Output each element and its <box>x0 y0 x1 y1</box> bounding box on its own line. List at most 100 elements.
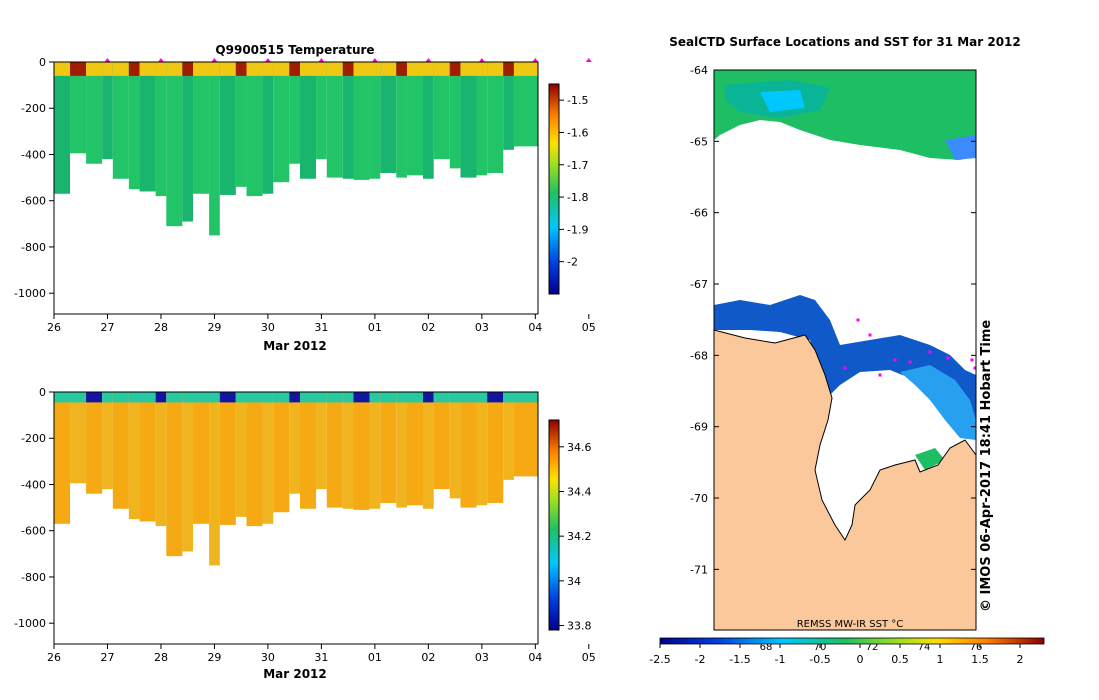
temperature-profile-column <box>396 62 407 178</box>
salinity-profile-column <box>316 392 327 490</box>
map-contour-label: 72 <box>866 642 879 653</box>
salinity-colorbar-tick-label: 34.2 <box>567 530 592 543</box>
temperature-surface-layer <box>219 62 236 76</box>
temperature-x-tick-label: 26 <box>47 321 61 334</box>
temperature-surface-layer <box>503 62 514 76</box>
salinity-profile-column <box>128 392 140 520</box>
imos-credit: © IMOS 06-Apr-2017 18:41 Hobart Time <box>979 320 994 612</box>
salinity-x-tick-label: 05 <box>582 651 596 664</box>
temperature-surface-layer <box>128 62 140 76</box>
salinity-profile-column <box>380 392 397 503</box>
temperature-surface-layer <box>166 62 183 76</box>
temperature-profile-column <box>300 62 317 179</box>
sst-colorbar-tick-label: 1.5 <box>971 653 989 666</box>
salinity-profile-column <box>54 392 71 524</box>
map-y-tick-label: -65 <box>690 135 708 148</box>
salinity-profile-column <box>219 392 236 525</box>
salinity-x-tick-label: 02 <box>421 651 435 664</box>
salinity-surface-layer <box>369 392 381 403</box>
salinity-profile-column <box>155 392 167 527</box>
temperature-profile-column <box>193 62 210 194</box>
sst-colorbar-tick-label: -1.5 <box>729 653 750 666</box>
temperature-profile-column <box>86 62 103 164</box>
temperature-profile-column <box>487 62 504 173</box>
salinity-surface-layer <box>128 392 140 403</box>
temperature-surface-layer <box>326 62 343 76</box>
profile-marker <box>478 58 485 62</box>
salinity-profile-column <box>513 392 538 477</box>
salinity-profile-column <box>476 392 488 506</box>
salinity-profile-column <box>460 392 477 508</box>
temperature-profile-column <box>353 62 370 180</box>
profile-marker <box>264 58 271 62</box>
temperature-profile-column <box>476 62 488 176</box>
salinity-colorbar-ticks: 34.6 34.4 34.2 34 33.8 <box>559 441 592 633</box>
sst-colorbar-tick-label: 0.5 <box>891 653 909 666</box>
temperature-x-axis: 26 27 28 29 30 31 01 02 03 04 05 <box>47 314 596 334</box>
temperature-plot-frame <box>53 61 539 315</box>
salinity-y-tick-label: -1000 <box>14 617 46 630</box>
salinity-surface-layer <box>326 392 343 403</box>
salinity-surface-layer <box>182 392 194 403</box>
salinity-profile-column <box>86 392 103 494</box>
temperature-surface-layer <box>369 62 381 76</box>
temperature-surface-layer <box>353 62 370 76</box>
salinity-profile-column <box>449 392 461 499</box>
sst-colorbar-ticks: -2.5 -2 -1.5 -1 -0.5 0 0.5 1 1.5 2 <box>649 644 1024 666</box>
seal-position-marker <box>946 356 950 360</box>
temperature-surface-layer <box>423 62 434 76</box>
temperature-profile-column <box>246 62 263 197</box>
seal-position-marker <box>856 318 860 322</box>
salinity-profile-column <box>503 392 514 480</box>
map-y-tick-label: -69 <box>690 421 708 434</box>
temperature-y-tick-label: -800 <box>21 241 46 254</box>
sst-patch-bay <box>915 448 945 470</box>
profile-marker <box>211 58 218 62</box>
profile-marker <box>318 58 325 62</box>
temperature-surface-layer <box>316 62 327 76</box>
salinity-colorbar-tick-label: 34.6 <box>567 441 592 454</box>
map-y-tick-label: -66 <box>690 207 708 220</box>
sst-colorbar-tick-label: -2.5 <box>649 653 670 666</box>
temperature-colorbar-tick-label: -1.9 <box>567 223 588 236</box>
temperature-x-tick-label: 29 <box>207 321 221 334</box>
temperature-surface-layer <box>209 62 220 76</box>
temperature-surface-layer <box>182 62 194 76</box>
salinity-x-tick-label: 26 <box>47 651 61 664</box>
seal-position-marker <box>893 358 897 362</box>
salinity-y-tick-label: -200 <box>21 432 46 445</box>
salinity-surface-layer <box>289 392 301 403</box>
land-antarctica <box>713 329 977 631</box>
salinity-profile-column <box>326 392 343 508</box>
salinity-surface-layer <box>380 392 397 403</box>
salinity-x-tick-label: 28 <box>154 651 168 664</box>
temperature-profile-column <box>54 62 71 194</box>
salinity-y-tick-label: 0 <box>39 386 46 399</box>
temperature-colorbar-tick-label: -1.7 <box>567 159 588 172</box>
temperature-surface-layer <box>54 62 71 76</box>
salinity-profile-column <box>273 392 290 513</box>
temperature-profile-column <box>166 62 183 227</box>
salinity-surface-layer <box>193 392 210 403</box>
temperature-surface-layer <box>262 62 274 76</box>
temperature-x-tick-label: 02 <box>421 321 435 334</box>
salinity-profile-column <box>262 392 274 524</box>
temperature-x-tick-label: 31 <box>314 321 328 334</box>
temperature-x-tick-label: 27 <box>100 321 114 334</box>
temperature-surface-layer <box>460 62 477 76</box>
salinity-profile-column <box>423 392 434 509</box>
profile-marker <box>104 58 111 62</box>
temperature-profile-column <box>289 62 301 164</box>
sst-colorbar-tick-label: 0 <box>857 653 864 666</box>
map-y-tick-label: -64 <box>690 64 708 77</box>
map-y-tick-label: -71 <box>690 563 708 576</box>
temperature-surface-layer <box>433 62 450 76</box>
map-contour-label: 74 <box>918 642 931 653</box>
salinity-surface-layer <box>396 392 407 403</box>
temperature-profile-column <box>155 62 167 197</box>
salinity-section-panel: 0 -200 -400 -600 -800 -1000 26 27 28 29 30 31 01 02 0… <box>14 386 596 681</box>
salinity-surface-layer <box>342 392 354 403</box>
salinity-colorbar-tick-label: 34 <box>567 575 581 588</box>
temperature-surface-layer <box>102 62 113 76</box>
